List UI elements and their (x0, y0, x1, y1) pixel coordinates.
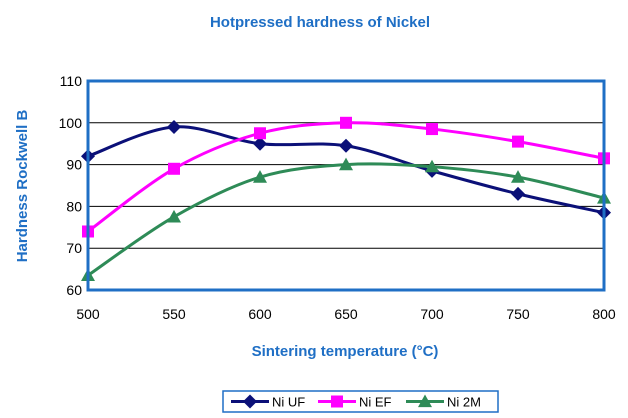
x-tick-label: 700 (420, 306, 444, 322)
legend-marker-square (331, 395, 343, 408)
y-axis-title: Hardness Rockwell B (14, 110, 31, 263)
data-point-triangle (253, 170, 267, 183)
x-tick-label: 550 (162, 306, 186, 322)
data-point-diamond (167, 119, 181, 134)
y-tick-label: 80 (66, 198, 82, 214)
data-point-square (254, 127, 266, 140)
legend-label: Ni EF (359, 395, 392, 410)
data-point-diamond (511, 186, 525, 201)
y-tick-label: 90 (66, 157, 82, 173)
x-tick-label: 750 (506, 306, 530, 322)
data-point-square (340, 116, 352, 129)
data-point-triangle (339, 157, 353, 171)
plot-frame (86, 79, 606, 292)
legend-marker-diamond (243, 394, 257, 409)
y-tick-label: 70 (66, 240, 82, 256)
legend-label: Ni UF (272, 395, 305, 410)
plot-background (88, 81, 604, 290)
data-point-square (168, 162, 180, 175)
x-tick-label: 500 (76, 306, 100, 322)
y-tick-label: 100 (59, 115, 83, 131)
chart-title: Hotpressed hardness of Nickel (210, 14, 430, 31)
data-point-diamond (253, 136, 267, 151)
data-point-square (512, 135, 524, 148)
x-tick-label: 600 (248, 306, 272, 322)
legend-marker-triangle (418, 394, 432, 408)
data-point-diamond (339, 138, 353, 153)
data-point-square (426, 123, 438, 136)
legend: Ni UF Ni EF Ni 2M (222, 390, 499, 413)
y-tick-label: 60 (66, 282, 82, 298)
data-point-triangle (167, 209, 181, 223)
plot-area: 60 70 80 90 100 110 500 550 600 650 700 750 800 (59, 73, 616, 322)
data-point-triangle (425, 159, 439, 173)
legend-label: Ni 2M (447, 395, 481, 410)
y-tick-label: 110 (60, 73, 83, 89)
x-tick-label: 800 (592, 306, 616, 322)
data-point-triangle (511, 170, 525, 183)
x-tick-label: 650 (334, 306, 358, 322)
x-axis-title: Sintering temperature (°C) (252, 343, 439, 360)
